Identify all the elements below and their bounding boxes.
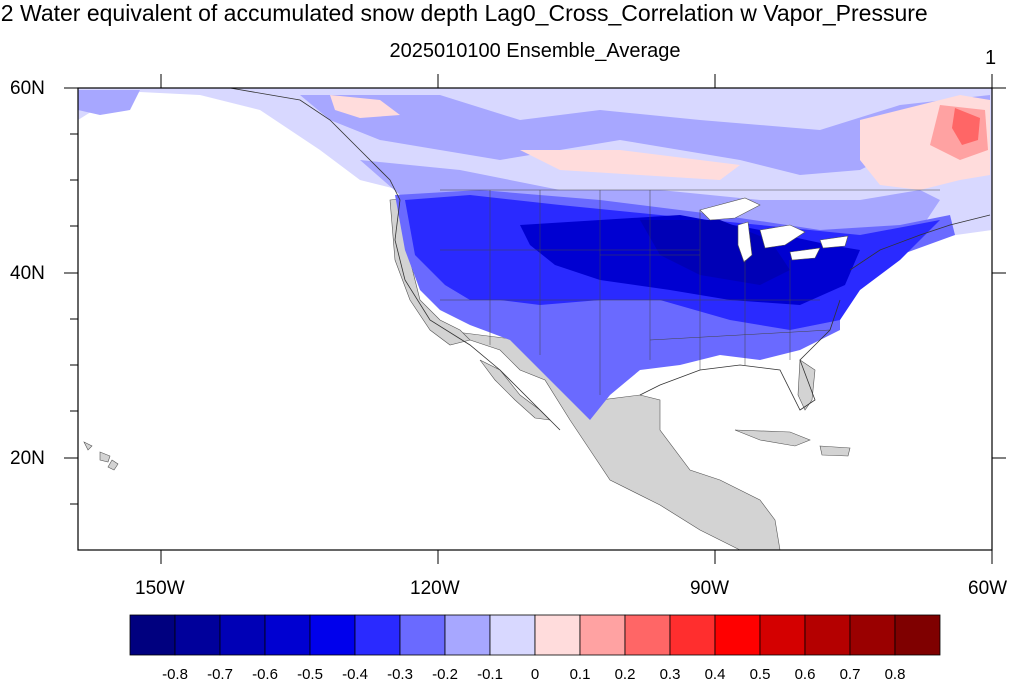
lat-label-60n: 60N <box>10 78 45 99</box>
great-lakes <box>699 197 849 263</box>
colorbar-swatch <box>309 614 356 656</box>
colorbar <box>129 614 941 656</box>
lon-label-150w: 150W <box>135 578 185 599</box>
colorbar-label: 0.6 <box>794 666 816 683</box>
colorbar-swatch <box>534 614 581 656</box>
colorbar-swatch <box>669 614 716 656</box>
colorbar-label: 0 <box>530 666 540 683</box>
lon-label-120w: 120W <box>410 578 460 599</box>
colorbar-swatch <box>624 614 671 656</box>
colorbar-swatch <box>219 614 266 656</box>
coastlines <box>229 88 991 431</box>
colorbar-swatch <box>129 614 176 656</box>
colorbar-swatch <box>489 614 536 656</box>
colorbar-label: 0.7 <box>839 666 861 683</box>
lat-label-20n: 20N <box>10 448 45 469</box>
colorbar-label: -0.1 <box>477 666 503 683</box>
colorbar-label: 0.1 <box>569 666 591 683</box>
colorbar-label: -0.7 <box>207 666 233 683</box>
lon-label-90w: 90W <box>690 578 730 599</box>
colorbar-swatch <box>804 614 851 656</box>
colorbar-swatch <box>714 614 761 656</box>
colorbar-label: -0.8 <box>162 666 188 683</box>
lat-label-40n: 40N <box>10 263 45 284</box>
state-boundaries <box>440 189 940 395</box>
colorbar-label: 0.4 <box>704 666 726 683</box>
colorbar-label: -0.3 <box>387 666 413 683</box>
colorbar-swatch <box>264 614 311 656</box>
colorbar-swatch <box>444 614 491 656</box>
field-deepest-blue <box>640 220 790 285</box>
colorbar-label: -0.2 <box>432 666 458 683</box>
colorbar-label: 0.8 <box>884 666 906 683</box>
colorbar-label: 0.5 <box>749 666 771 683</box>
colorbar-swatch <box>759 614 806 656</box>
colorbar-label: 0.3 <box>659 666 681 683</box>
panel-label: 1 <box>985 47 997 69</box>
colorbar-swatch <box>174 614 221 656</box>
field-positive-stronger <box>952 108 980 145</box>
lon-label-60w: 60W <box>968 578 1008 599</box>
lat-ticks <box>64 87 1006 505</box>
colorbar-swatch <box>849 614 896 656</box>
colorbar-swatch <box>894 614 941 656</box>
plot-subtitle: 2025010100 Ensemble_Average <box>389 40 681 62</box>
lon-ticks <box>160 74 993 564</box>
colorbar-swatch <box>354 614 401 656</box>
colorbar-label: -0.4 <box>342 666 368 683</box>
colorbar-swatch <box>399 614 446 656</box>
colorbar-swatch <box>579 614 626 656</box>
colorbar-label: -0.5 <box>297 666 323 683</box>
colorbar-label: -0.6 <box>252 666 278 683</box>
colorbar-label: 0.2 <box>614 666 636 683</box>
plot-title: 12 Water equivalent of accumulated snow … <box>0 0 928 26</box>
